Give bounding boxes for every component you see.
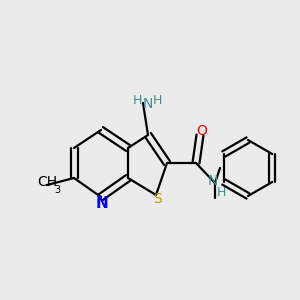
Text: H: H <box>152 94 162 106</box>
Text: 3: 3 <box>54 185 60 195</box>
Text: N: N <box>208 174 218 188</box>
Text: H: H <box>132 94 142 106</box>
Text: S: S <box>154 192 162 206</box>
Text: N: N <box>96 196 108 211</box>
Text: CH: CH <box>37 175 57 189</box>
Text: N: N <box>143 97 153 111</box>
Text: O: O <box>196 124 207 138</box>
Text: H: H <box>216 187 226 200</box>
